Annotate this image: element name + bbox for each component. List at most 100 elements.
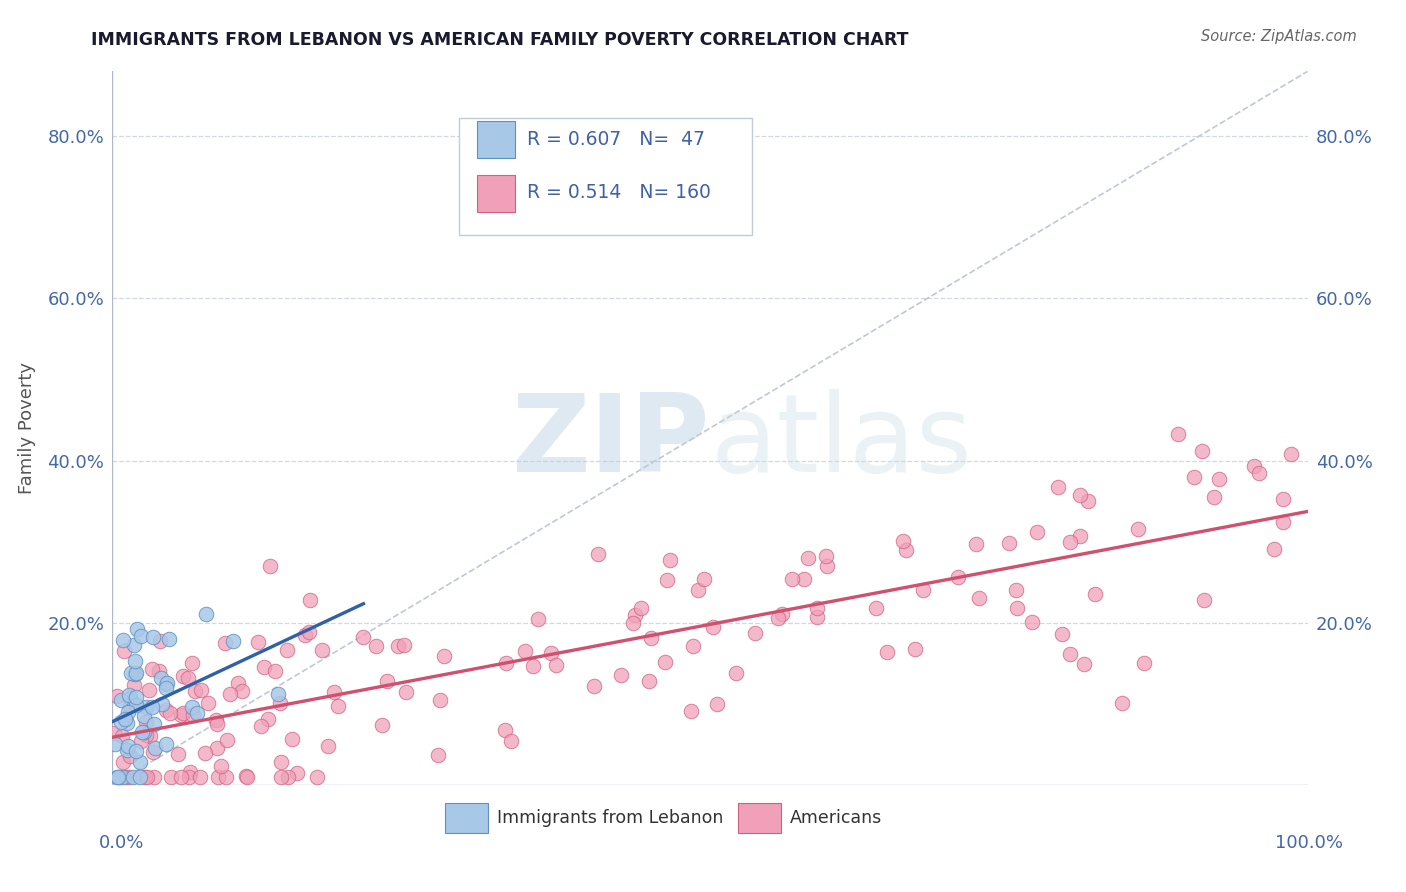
Point [269, 696, 291, 710]
Point [142, 746, 165, 760]
Point [124, 667, 146, 681]
Point [155, 677, 177, 691]
Point [654, 655, 676, 669]
Point [124, 666, 146, 681]
Point [501, 733, 523, 747]
Point [114, 712, 136, 726]
Point [120, 665, 142, 680]
Point [205, 740, 228, 755]
Point [371, 718, 394, 732]
Point [793, 572, 815, 586]
Point [796, 550, 818, 565]
Text: IMMIGRANTS FROM LEBANON VS AMERICAN FAMILY POVERTY CORRELATION CHART: IMMIGRANTS FROM LEBANON VS AMERICAN FAMI… [91, 31, 908, 49]
Point [205, 713, 228, 727]
FancyBboxPatch shape [444, 803, 488, 833]
Point [111, 729, 134, 743]
Point [1243, 458, 1265, 473]
Point [124, 678, 146, 692]
Point [1052, 627, 1074, 641]
Point [706, 697, 728, 711]
Point [115, 770, 138, 784]
Point [815, 549, 838, 564]
Point [865, 601, 887, 615]
Point [207, 770, 229, 784]
Point [129, 734, 152, 748]
Point [135, 700, 157, 714]
Point [640, 631, 662, 645]
Point [1025, 525, 1047, 540]
Point [1069, 529, 1091, 543]
Point [277, 770, 299, 784]
Point [149, 671, 172, 685]
Point [110, 770, 132, 784]
Point [117, 706, 139, 720]
Point [115, 715, 138, 730]
Point [686, 582, 709, 597]
Point [630, 601, 652, 615]
Point [117, 739, 139, 754]
Point [134, 709, 156, 723]
Point [326, 699, 349, 714]
Y-axis label: Family Poverty: Family Poverty [18, 362, 37, 494]
Point [159, 706, 181, 721]
Point [270, 770, 292, 784]
Point [179, 764, 201, 779]
Text: R = 0.514   N= 160: R = 0.514 N= 160 [527, 183, 711, 202]
Point [527, 612, 550, 626]
Point [231, 684, 253, 698]
Point [129, 755, 152, 769]
Point [138, 729, 160, 743]
Point [256, 712, 278, 726]
Point [222, 634, 245, 648]
Point [280, 731, 302, 746]
Point [1021, 615, 1043, 630]
Point [806, 610, 828, 624]
Point [135, 728, 157, 742]
Point [522, 659, 544, 673]
Point [155, 703, 177, 717]
Point [190, 682, 212, 697]
Point [122, 770, 145, 784]
Text: ZIP: ZIP [512, 390, 710, 495]
Point [1133, 656, 1156, 670]
Point [134, 770, 156, 784]
Point [427, 747, 450, 762]
Point [188, 770, 211, 784]
Point [582, 679, 605, 693]
Point [156, 675, 179, 690]
Point [1126, 522, 1149, 536]
Point [375, 674, 398, 689]
Point [129, 629, 152, 643]
Point [125, 698, 148, 712]
Point [298, 593, 321, 607]
Point [780, 572, 803, 586]
Point [1073, 657, 1095, 672]
Point [1272, 515, 1295, 529]
Point [120, 699, 142, 714]
Point [110, 715, 132, 730]
Point [392, 638, 415, 652]
Text: atlas: atlas [710, 390, 972, 495]
Point [1004, 583, 1026, 598]
Point [967, 591, 990, 605]
Point [172, 706, 194, 720]
Point [770, 607, 793, 621]
Point [998, 535, 1021, 549]
Point [236, 770, 259, 784]
Point [143, 770, 166, 784]
Point [170, 707, 193, 722]
Point [110, 693, 132, 707]
Point [298, 625, 321, 640]
Point [495, 656, 517, 670]
Point [513, 644, 536, 658]
Point [1046, 480, 1069, 494]
Point [815, 558, 838, 573]
Point [912, 583, 935, 598]
Point [112, 770, 135, 784]
Text: Immigrants from Lebanon: Immigrants from Lebanon [498, 809, 724, 827]
Point [167, 747, 190, 762]
Point [891, 533, 914, 548]
Point [141, 700, 163, 714]
Point [115, 743, 138, 757]
Point [387, 639, 409, 653]
